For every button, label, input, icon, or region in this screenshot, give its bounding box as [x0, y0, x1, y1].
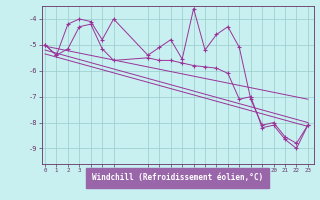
X-axis label: Windchill (Refroidissement éolien,°C): Windchill (Refroidissement éolien,°C) [92, 173, 263, 182]
